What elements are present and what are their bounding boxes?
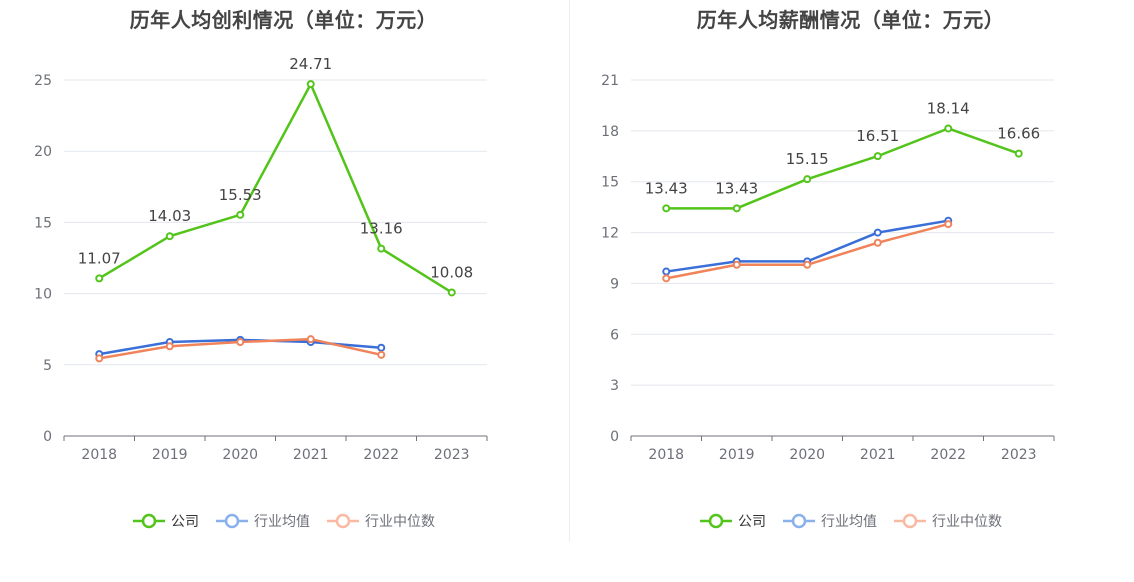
legend-item-industry-median[interactable]: 行业中位数: [893, 511, 1002, 531]
legend-line-icon: [327, 513, 359, 529]
legend-line-icon: [133, 513, 165, 529]
data-point-industry-average: [873, 228, 882, 237]
legend-marker: [224, 513, 240, 529]
y-tick-label: 12: [601, 226, 619, 242]
x-tick-label: 2022: [930, 447, 966, 463]
chart-legend: 公司 行业均值 行业中位数: [0, 511, 567, 531]
data-label: 16.51: [856, 127, 899, 145]
legend-item-company[interactable]: 公司: [132, 511, 199, 531]
data-point-company: [95, 274, 104, 283]
data-point-company: [447, 288, 456, 297]
x-tick-label: 2023: [434, 447, 470, 463]
x-tick-label: 2020: [789, 447, 825, 463]
data-label: 15.15: [786, 150, 829, 168]
legend-marker: [708, 513, 724, 529]
x-tick-label: 2022: [363, 447, 399, 463]
y-tick-label: 18: [601, 124, 619, 140]
data-point-company: [236, 210, 245, 219]
data-point-industry-median: [944, 220, 953, 229]
data-point-company: [306, 80, 315, 89]
data-point-industry-median: [803, 260, 812, 269]
legend-item-company[interactable]: 公司: [699, 511, 766, 531]
data-label: 24.71: [289, 55, 332, 73]
data-point-industry-median: [732, 260, 741, 269]
data-point-industry-average: [662, 267, 671, 276]
legend-label: 行业中位数: [365, 514, 435, 530]
series-line-company: [666, 127, 1020, 210]
y-tick-label: 21: [601, 73, 619, 89]
legend-line-icon: [216, 513, 248, 529]
y-tick-label: 0: [43, 429, 52, 445]
profit-chart-plot: 0 5 10 15 20 25 2018 2019 2020 2021 2022 2023 11.07 1…: [34, 55, 488, 463]
legend-marker: [791, 513, 807, 529]
data-point-industry-median: [662, 274, 671, 283]
x-tick-label: 2019: [152, 447, 188, 463]
panel-divider: [569, 0, 570, 542]
salary-per-capita-chart: 历年人均薪酬情况（单位：万元） 0 3 6 9 12 15 18 21 2018 2019 2020…: [567, 0, 1134, 582]
legend-label: 行业均值: [254, 514, 310, 530]
data-point-company: [1014, 149, 1023, 158]
x-tick-label: 2023: [1001, 447, 1037, 463]
data-point-company: [803, 175, 812, 184]
legend-marker: [902, 513, 918, 529]
chart-title: 历年人均薪酬情况（单位：万元）: [696, 8, 1005, 32]
legend-line-icon: [783, 513, 815, 529]
data-point-industry-median: [236, 338, 245, 347]
y-tick-label: 6: [610, 327, 619, 343]
x-tick-label: 2020: [222, 447, 258, 463]
data-point-company: [732, 204, 741, 213]
data-point-company: [662, 204, 671, 213]
x-tick-label: 2018: [81, 447, 117, 463]
chart-legend: 公司 行业均值 行业中位数: [567, 511, 1134, 531]
y-tick-label: 3: [610, 378, 619, 394]
data-point-industry-median: [306, 335, 315, 344]
data-point-company: [165, 232, 174, 241]
legend-item-industry-average[interactable]: 行业均值: [215, 511, 310, 531]
data-point-industry-median: [95, 354, 104, 363]
legend-marker: [141, 513, 157, 529]
data-point-industry-median: [377, 350, 386, 359]
data-point-industry-median: [165, 342, 174, 351]
data-label: 13.43: [645, 179, 688, 197]
legend-line-icon: [700, 513, 732, 529]
data-label: 16.66: [997, 125, 1040, 143]
legend-label: 行业中位数: [932, 514, 1002, 530]
x-tick-label: 2021: [293, 447, 329, 463]
data-point-industry-median: [873, 238, 882, 247]
y-tick-label: 10: [34, 287, 52, 303]
data-point-industry-average: [377, 343, 386, 352]
y-tick-label: 25: [34, 73, 52, 89]
data-label: 13.43: [715, 179, 758, 197]
y-tick-label: 20: [34, 144, 52, 160]
salary-chart-plot: 0 3 6 9 12 15 18 21 2018 2019 2020 2021 2022 2023 13.4…: [601, 73, 1055, 463]
legend-label: 公司: [171, 514, 199, 530]
legend-marker: [335, 513, 351, 529]
profit-per-capita-chart: 历年人均创利情况（单位：万元） 0 5 10 15 20 25 2018 2019 2020 20…: [0, 8, 567, 531]
y-tick-label: 0: [610, 429, 619, 445]
chart-title: 历年人均创利情况（单位：万元）: [129, 8, 438, 32]
data-point-company: [944, 124, 953, 133]
data-point-company: [377, 244, 386, 253]
legend-item-industry-median[interactable]: 行业中位数: [326, 511, 435, 531]
data-label: 10.08: [430, 263, 473, 281]
y-tick-label: 9: [610, 276, 619, 292]
legend-label: 行业均值: [821, 514, 877, 530]
legend-label: 公司: [738, 514, 766, 530]
data-label: 14.03: [148, 207, 191, 225]
data-label: 13.16: [360, 220, 403, 238]
data-label: 15.53: [219, 186, 262, 204]
y-tick-label: 15: [34, 215, 52, 231]
x-tick-label: 2018: [648, 447, 684, 463]
x-tick-label: 2021: [860, 447, 896, 463]
x-tick-label: 2019: [719, 447, 755, 463]
y-tick-label: 15: [601, 175, 619, 191]
y-tick-label: 5: [43, 358, 52, 374]
series-line-company: [98, 82, 453, 294]
data-point-company: [873, 152, 882, 161]
data-label: 18.14: [927, 99, 970, 117]
legend-line-icon: [894, 513, 926, 529]
legend-item-industry-average[interactable]: 行业均值: [782, 511, 877, 531]
data-label: 11.07: [78, 249, 121, 267]
